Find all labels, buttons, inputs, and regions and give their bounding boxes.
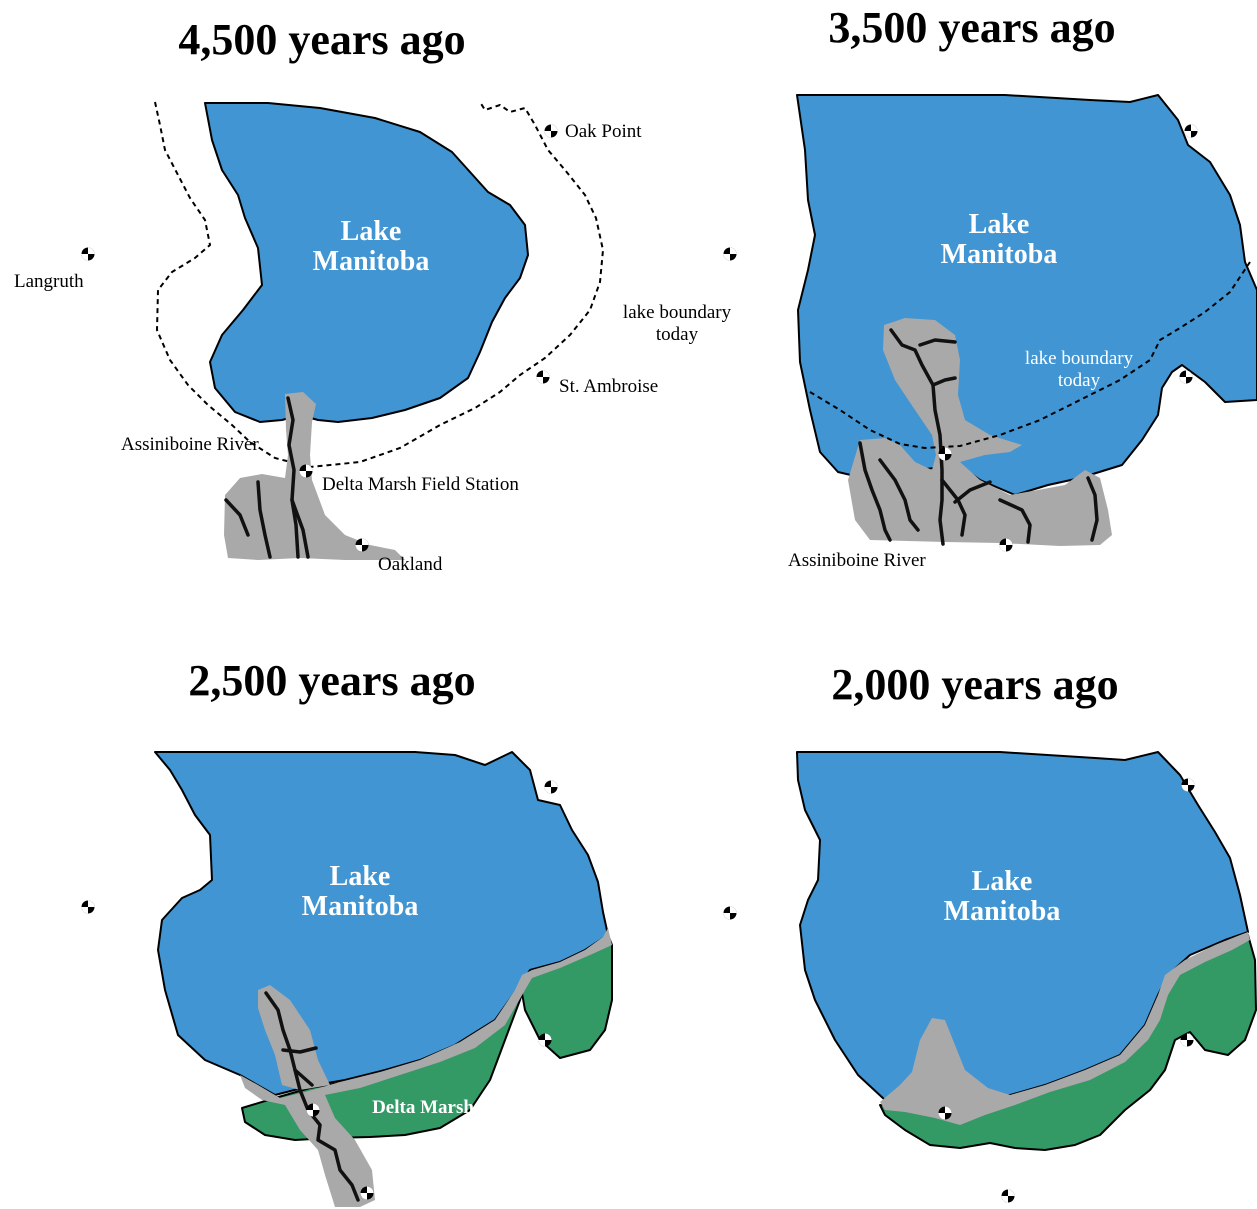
panel-2000-years: 2,000 years ago Lake Manitoba (723, 660, 1257, 1203)
town-marker-icon (544, 124, 558, 138)
panel-3500-years: 3,500 years ago Lake Manitoba lake bound… (788, 3, 1257, 571)
lake-label-line2: Manitoba (944, 896, 1061, 927)
town-marker-icon (544, 780, 558, 794)
town-marker-icon (360, 1186, 374, 1200)
panel-4500-years: 4,500 years ago Lake Manitoba Oak Point … (14, 15, 737, 575)
lake-manitoba (204, 102, 529, 423)
lake-label-line2: Manitoba (941, 239, 1058, 270)
st-ambroise-label: St. Ambroise (559, 376, 658, 397)
lake-boundary-label-line2: today (656, 324, 699, 345)
town-marker-icon (1001, 1189, 1015, 1203)
town-marker-icon (538, 1033, 552, 1047)
panel-2500-years: 2,500 years ago Lake Manitoba Delta Mars… (81, 656, 613, 1207)
assiniboine-river-label: Assiniboine River (121, 434, 259, 455)
town-marker-icon (1184, 124, 1198, 138)
delta-sediment (224, 392, 405, 560)
town-marker-icon (355, 538, 369, 552)
river-channels (858, 328, 1099, 546)
panel-title: 2,000 years ago (831, 660, 1118, 709)
lake-manitoba (796, 751, 1249, 1109)
delta-sediment (240, 928, 612, 1207)
town-marker-icon (938, 447, 952, 461)
town-marker-icon (81, 900, 95, 914)
town-marker-icon (723, 247, 737, 261)
lake-manitoba (796, 94, 1257, 496)
town-marker-icon (999, 538, 1013, 552)
town-marker-icon (1179, 370, 1193, 384)
lake-label-line2: Manitoba (302, 891, 419, 922)
panel-title: 3,500 years ago (828, 3, 1115, 52)
town-marker-icon (1180, 1033, 1194, 1047)
assiniboine-river-label: Assiniboine River (788, 550, 926, 571)
town-marker-icon (723, 906, 737, 920)
delta-marsh-label: Delta Marsh (372, 1097, 474, 1118)
delta-sediment (848, 318, 1112, 546)
lake-label-line1: Lake (969, 209, 1030, 240)
town-marker-icon (938, 1106, 952, 1120)
lake-boundary-label-line2: today (1058, 370, 1101, 391)
lake-label-line1: Lake (972, 866, 1033, 897)
river-channels (224, 396, 310, 559)
lake-label-line1: Lake (341, 216, 402, 247)
present-lake-boundary (154, 101, 605, 469)
town-marker-icon (306, 1103, 320, 1117)
town-marker-icon (1181, 778, 1195, 792)
town-marker-icon (536, 370, 550, 384)
delta-sediment (880, 932, 1250, 1125)
lake-label-line2: Manitoba (313, 246, 430, 277)
panel-title: 2,500 years ago (188, 656, 475, 705)
lake-boundary-label-line1: lake boundary (623, 302, 732, 323)
oakland-label: Oakland (378, 554, 443, 575)
present-lake-boundary (809, 261, 1251, 450)
field-station-label: Delta Marsh Field Station (322, 474, 519, 495)
oak-point-label: Oak Point (565, 121, 642, 142)
town-marker-icon (299, 464, 313, 478)
langruth-label: Langruth (14, 271, 84, 292)
lake-label-line1: Lake (330, 861, 391, 892)
town-marker-icon (81, 247, 95, 261)
lake-boundary-label-line1: lake boundary (1025, 348, 1134, 369)
panel-title: 4,500 years ago (178, 15, 465, 64)
